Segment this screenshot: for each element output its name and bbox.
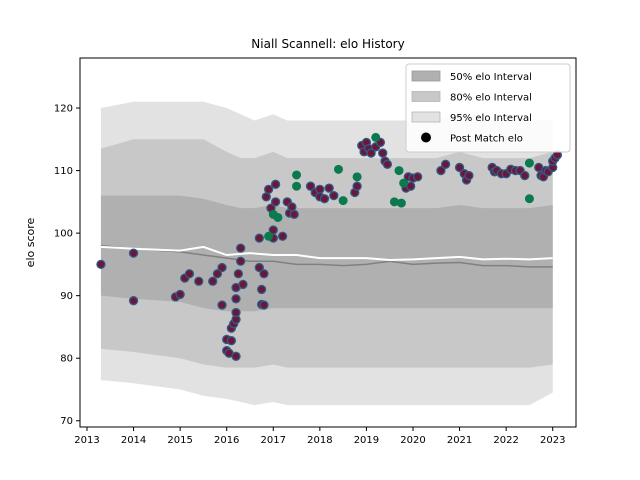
- post-match-point-loss: [175, 289, 185, 300]
- post-match-point-loss: [212, 269, 223, 279]
- x-tick-label: 2022: [493, 435, 518, 446]
- post-match-point-loss: [319, 194, 330, 204]
- post-match-point-win: [524, 158, 534, 168]
- post-match-point-win: [292, 170, 302, 180]
- post-match-point-loss: [259, 269, 269, 279]
- post-match-point-win: [396, 198, 406, 208]
- legend-box: [405, 63, 571, 153]
- post-match-point-loss: [208, 276, 218, 286]
- post-match-point-loss: [454, 162, 465, 173]
- post-match-point-loss: [238, 279, 248, 290]
- post-match-point-loss: [194, 276, 204, 286]
- post-match-point-win: [371, 132, 381, 142]
- legend-label: 95% elo Interval: [450, 113, 532, 124]
- x-tick-label: 2021: [447, 435, 472, 446]
- post-match-point-loss: [289, 209, 299, 220]
- post-match-point-loss: [233, 269, 243, 279]
- post-match-point-loss: [231, 351, 241, 361]
- legend-label: Post Match elo: [450, 134, 523, 145]
- x-tick-label: 2014: [121, 435, 146, 446]
- legend-label: 50% elo Interval: [450, 72, 532, 83]
- post-match-points: [96, 132, 563, 361]
- legend: 50% elo Interval 80% elo Interval 95% elo …: [405, 63, 571, 153]
- y-axis: 70 80 90 100 110 120: [54, 104, 80, 427]
- x-tick-label: 2018: [307, 435, 332, 446]
- post-match-point-loss: [96, 259, 106, 270]
- post-match-point-loss: [366, 148, 376, 158]
- x-tick-label: 2016: [214, 435, 239, 446]
- post-match-point-win: [399, 178, 409, 188]
- median-line: [100, 244, 553, 268]
- mean-line: [100, 245, 553, 262]
- post-match-point-loss: [464, 170, 474, 181]
- post-match-point-loss: [236, 256, 246, 266]
- x-tick-label: 2023: [540, 435, 565, 446]
- post-match-point-loss: [436, 165, 446, 176]
- post-match-point-loss: [378, 148, 388, 158]
- post-match-point-win: [394, 166, 404, 176]
- y-tick-label: 70: [60, 416, 73, 427]
- y-tick-label: 110: [54, 166, 73, 177]
- legend-swatch-band: [411, 70, 441, 82]
- interval-bands: [100, 101, 553, 406]
- post-match-point-loss: [217, 262, 227, 273]
- post-match-point-loss: [305, 181, 316, 191]
- post-match-point-loss: [254, 262, 264, 273]
- post-match-point-loss: [440, 159, 451, 169]
- plot-area: [96, 101, 563, 406]
- post-match-point-loss: [315, 184, 325, 194]
- post-match-point-loss: [256, 284, 267, 295]
- trend-lines: [100, 244, 553, 268]
- legend-label: 80% elo Interval: [450, 93, 532, 104]
- post-match-point-win: [273, 212, 283, 222]
- post-match-point-loss: [259, 300, 269, 310]
- post-match-point-loss: [261, 192, 271, 202]
- post-match-point-loss: [329, 190, 339, 201]
- chart-title: Niall Scannell: elo History: [251, 37, 404, 51]
- post-match-point-loss: [520, 170, 530, 181]
- post-match-point-loss: [254, 233, 264, 243]
- post-match-point-loss: [231, 294, 241, 304]
- post-match-point-win: [352, 172, 362, 182]
- plot-frame: [79, 57, 577, 428]
- post-match-point-loss: [287, 202, 297, 212]
- post-match-point-win: [524, 194, 534, 204]
- y-tick-label: 90: [60, 291, 73, 302]
- x-tick-label: 2020: [400, 435, 425, 446]
- post-match-point-loss: [268, 225, 278, 235]
- post-match-point-loss: [217, 300, 227, 310]
- post-match-point-loss: [231, 307, 241, 318]
- y-axis-label: elo score: [24, 217, 37, 267]
- y-tick-label: 100: [54, 229, 73, 240]
- y-tick-label: 120: [54, 104, 73, 115]
- post-match-point-loss: [382, 159, 393, 169]
- legend-swatch-band: [411, 111, 441, 123]
- post-match-point-win: [333, 164, 343, 174]
- post-match-point-loss: [128, 248, 139, 258]
- post-match-point-loss: [184, 269, 195, 279]
- post-match-point-loss: [270, 179, 281, 189]
- x-tick-label: 2019: [354, 435, 379, 446]
- x-tick-label: 2017: [261, 435, 286, 446]
- x-tick-label: 2015: [167, 435, 192, 446]
- legend-marker-post-match: [421, 132, 431, 143]
- post-match-point-loss: [226, 336, 237, 346]
- post-match-point-win: [292, 181, 302, 191]
- post-match-point-loss: [263, 184, 274, 194]
- post-match-point-loss: [270, 197, 281, 207]
- band-50: [100, 195, 553, 312]
- post-match-point-loss: [128, 296, 139, 306]
- x-tick-label: 2013: [74, 435, 99, 446]
- y-tick-label: 80: [60, 354, 73, 365]
- x-axis: 2013 2014 2015 2016 2017 2018 2019 2020 2021 2022…: [74, 427, 565, 446]
- post-match-point-win: [264, 231, 274, 241]
- post-match-point-loss: [324, 183, 334, 193]
- legend-swatch-band: [411, 91, 441, 102]
- post-match-point-win: [338, 196, 348, 206]
- post-match-point-loss: [236, 243, 246, 253]
- post-match-point-loss: [352, 181, 362, 191]
- post-match-point-loss: [413, 172, 423, 182]
- post-match-point-loss: [277, 231, 288, 241]
